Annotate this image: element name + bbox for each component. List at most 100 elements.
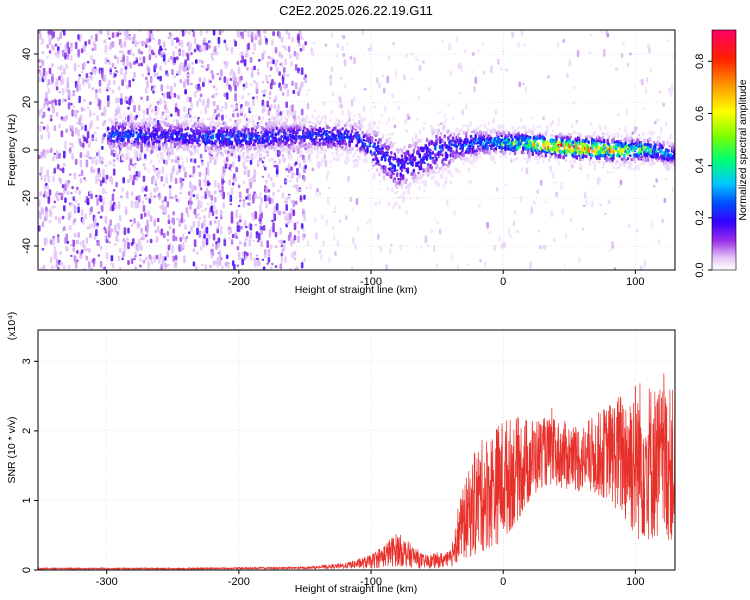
heatmap-cell <box>98 156 102 164</box>
heatmap-cell <box>386 138 389 144</box>
heatmap-cell <box>297 155 300 159</box>
heatmap-cell <box>450 143 454 147</box>
heatmap-cell <box>149 192 153 200</box>
heatmap-cell <box>385 264 388 270</box>
heatmap-cell <box>290 239 293 247</box>
heatmap-cell <box>212 93 216 99</box>
heatmap-cell <box>72 105 76 108</box>
heatmap-cell <box>172 140 175 143</box>
heatmap-cell <box>116 238 120 243</box>
heatmap-cell <box>418 178 421 181</box>
heatmap-cell <box>57 164 60 170</box>
heatmap-cell <box>152 52 155 56</box>
heatmap-cell <box>377 233 380 240</box>
heatmap-cell <box>135 150 139 159</box>
heatmap-cell <box>111 147 115 151</box>
heatmap-cell <box>126 84 129 90</box>
heatmap-cell <box>172 228 175 234</box>
heatmap-cell <box>73 218 77 223</box>
heatmap-cell <box>411 153 414 157</box>
heatmap-cell <box>159 65 162 71</box>
heatmap-cell <box>530 206 533 214</box>
heatmap-cell <box>198 216 202 220</box>
heatmap-cell <box>415 179 418 184</box>
heatmap-cell <box>338 154 342 158</box>
heatmap-cell <box>115 108 118 115</box>
heatmap-cell <box>111 263 115 269</box>
heatmap-cell <box>142 205 146 212</box>
heatmap-cell <box>189 97 192 103</box>
heatmap-cell <box>391 187 394 193</box>
heatmap-cell <box>58 192 61 196</box>
heatmap-cell <box>225 47 229 51</box>
heatmap-cell <box>240 75 243 81</box>
heatmap-cell <box>317 132 320 137</box>
heatmap-cell <box>133 143 136 147</box>
heatmap-cell <box>153 255 156 263</box>
heatmap-cell <box>168 189 172 196</box>
heatmap-cell <box>203 44 206 53</box>
heatmap-cell <box>146 95 149 102</box>
heatmap-cell <box>93 221 97 228</box>
heatmap-cell <box>208 138 211 141</box>
heatmap-cell <box>173 83 177 88</box>
heatmap-cell <box>325 124 329 130</box>
heatmap-cell <box>159 205 162 209</box>
heatmap-cell <box>40 166 43 174</box>
heatmap-cell <box>149 104 153 107</box>
heatmap-cell <box>164 121 167 127</box>
heatmap-cell <box>280 36 284 43</box>
heatmap-cell <box>363 142 367 147</box>
heatmap-cell <box>551 171 555 179</box>
heatmap-cell <box>172 234 175 242</box>
heatmap-cell <box>348 111 351 120</box>
heatmap-cell <box>168 225 172 230</box>
heatmap-cell <box>231 234 235 239</box>
heatmap-cell <box>262 127 266 130</box>
heatmap-cell <box>171 146 174 150</box>
heatmap-cell <box>217 122 221 127</box>
heatmap-cell <box>333 156 336 161</box>
heatmap-cell <box>186 78 190 86</box>
heatmap-cell <box>211 134 215 140</box>
heatmap-cell <box>84 213 87 220</box>
heatmap-cell <box>279 141 282 144</box>
heatmap-cell <box>114 204 117 210</box>
heatmap-cell <box>159 98 162 105</box>
heatmap-cell <box>74 41 78 50</box>
heatmap-cell <box>549 122 552 128</box>
heatmap-cell <box>197 204 200 210</box>
heatmap-cell <box>269 60 273 64</box>
heatmap-cell <box>335 118 338 123</box>
heatmap-cell <box>283 211 286 215</box>
heatmap-cell <box>252 215 255 221</box>
heatmap-cell <box>132 78 135 82</box>
heatmap-cell <box>447 129 450 134</box>
heatmap-cell <box>173 75 177 78</box>
heatmap-cell <box>84 41 87 46</box>
heatmap-cell <box>378 120 381 124</box>
heatmap-cell <box>448 43 451 51</box>
heatmap-cell <box>89 109 92 118</box>
heatmap-cell <box>303 158 306 164</box>
heatmap-cell <box>85 248 89 252</box>
heatmap-cell <box>225 124 229 127</box>
heatmap-cell <box>229 77 233 82</box>
heatmap-cell <box>507 132 511 137</box>
heatmap-cell <box>349 150 352 155</box>
heatmap-cell <box>547 129 550 132</box>
heatmap-cell <box>39 191 42 197</box>
heatmap-cell <box>215 51 218 56</box>
heatmap-cell <box>185 133 188 137</box>
heatmap-cell <box>393 165 396 168</box>
heatmap-cell <box>189 43 192 48</box>
heatmap-cell <box>134 266 137 270</box>
heatmap-cell <box>313 145 317 151</box>
heatmap-cell <box>108 162 111 166</box>
heatmap-cell <box>154 109 158 116</box>
heatmap-cell <box>549 155 552 158</box>
heatmap-cell <box>218 30 222 36</box>
heatmap-cell <box>305 186 309 190</box>
heatmap-cell <box>330 66 334 73</box>
heatmap-cell <box>403 196 406 201</box>
